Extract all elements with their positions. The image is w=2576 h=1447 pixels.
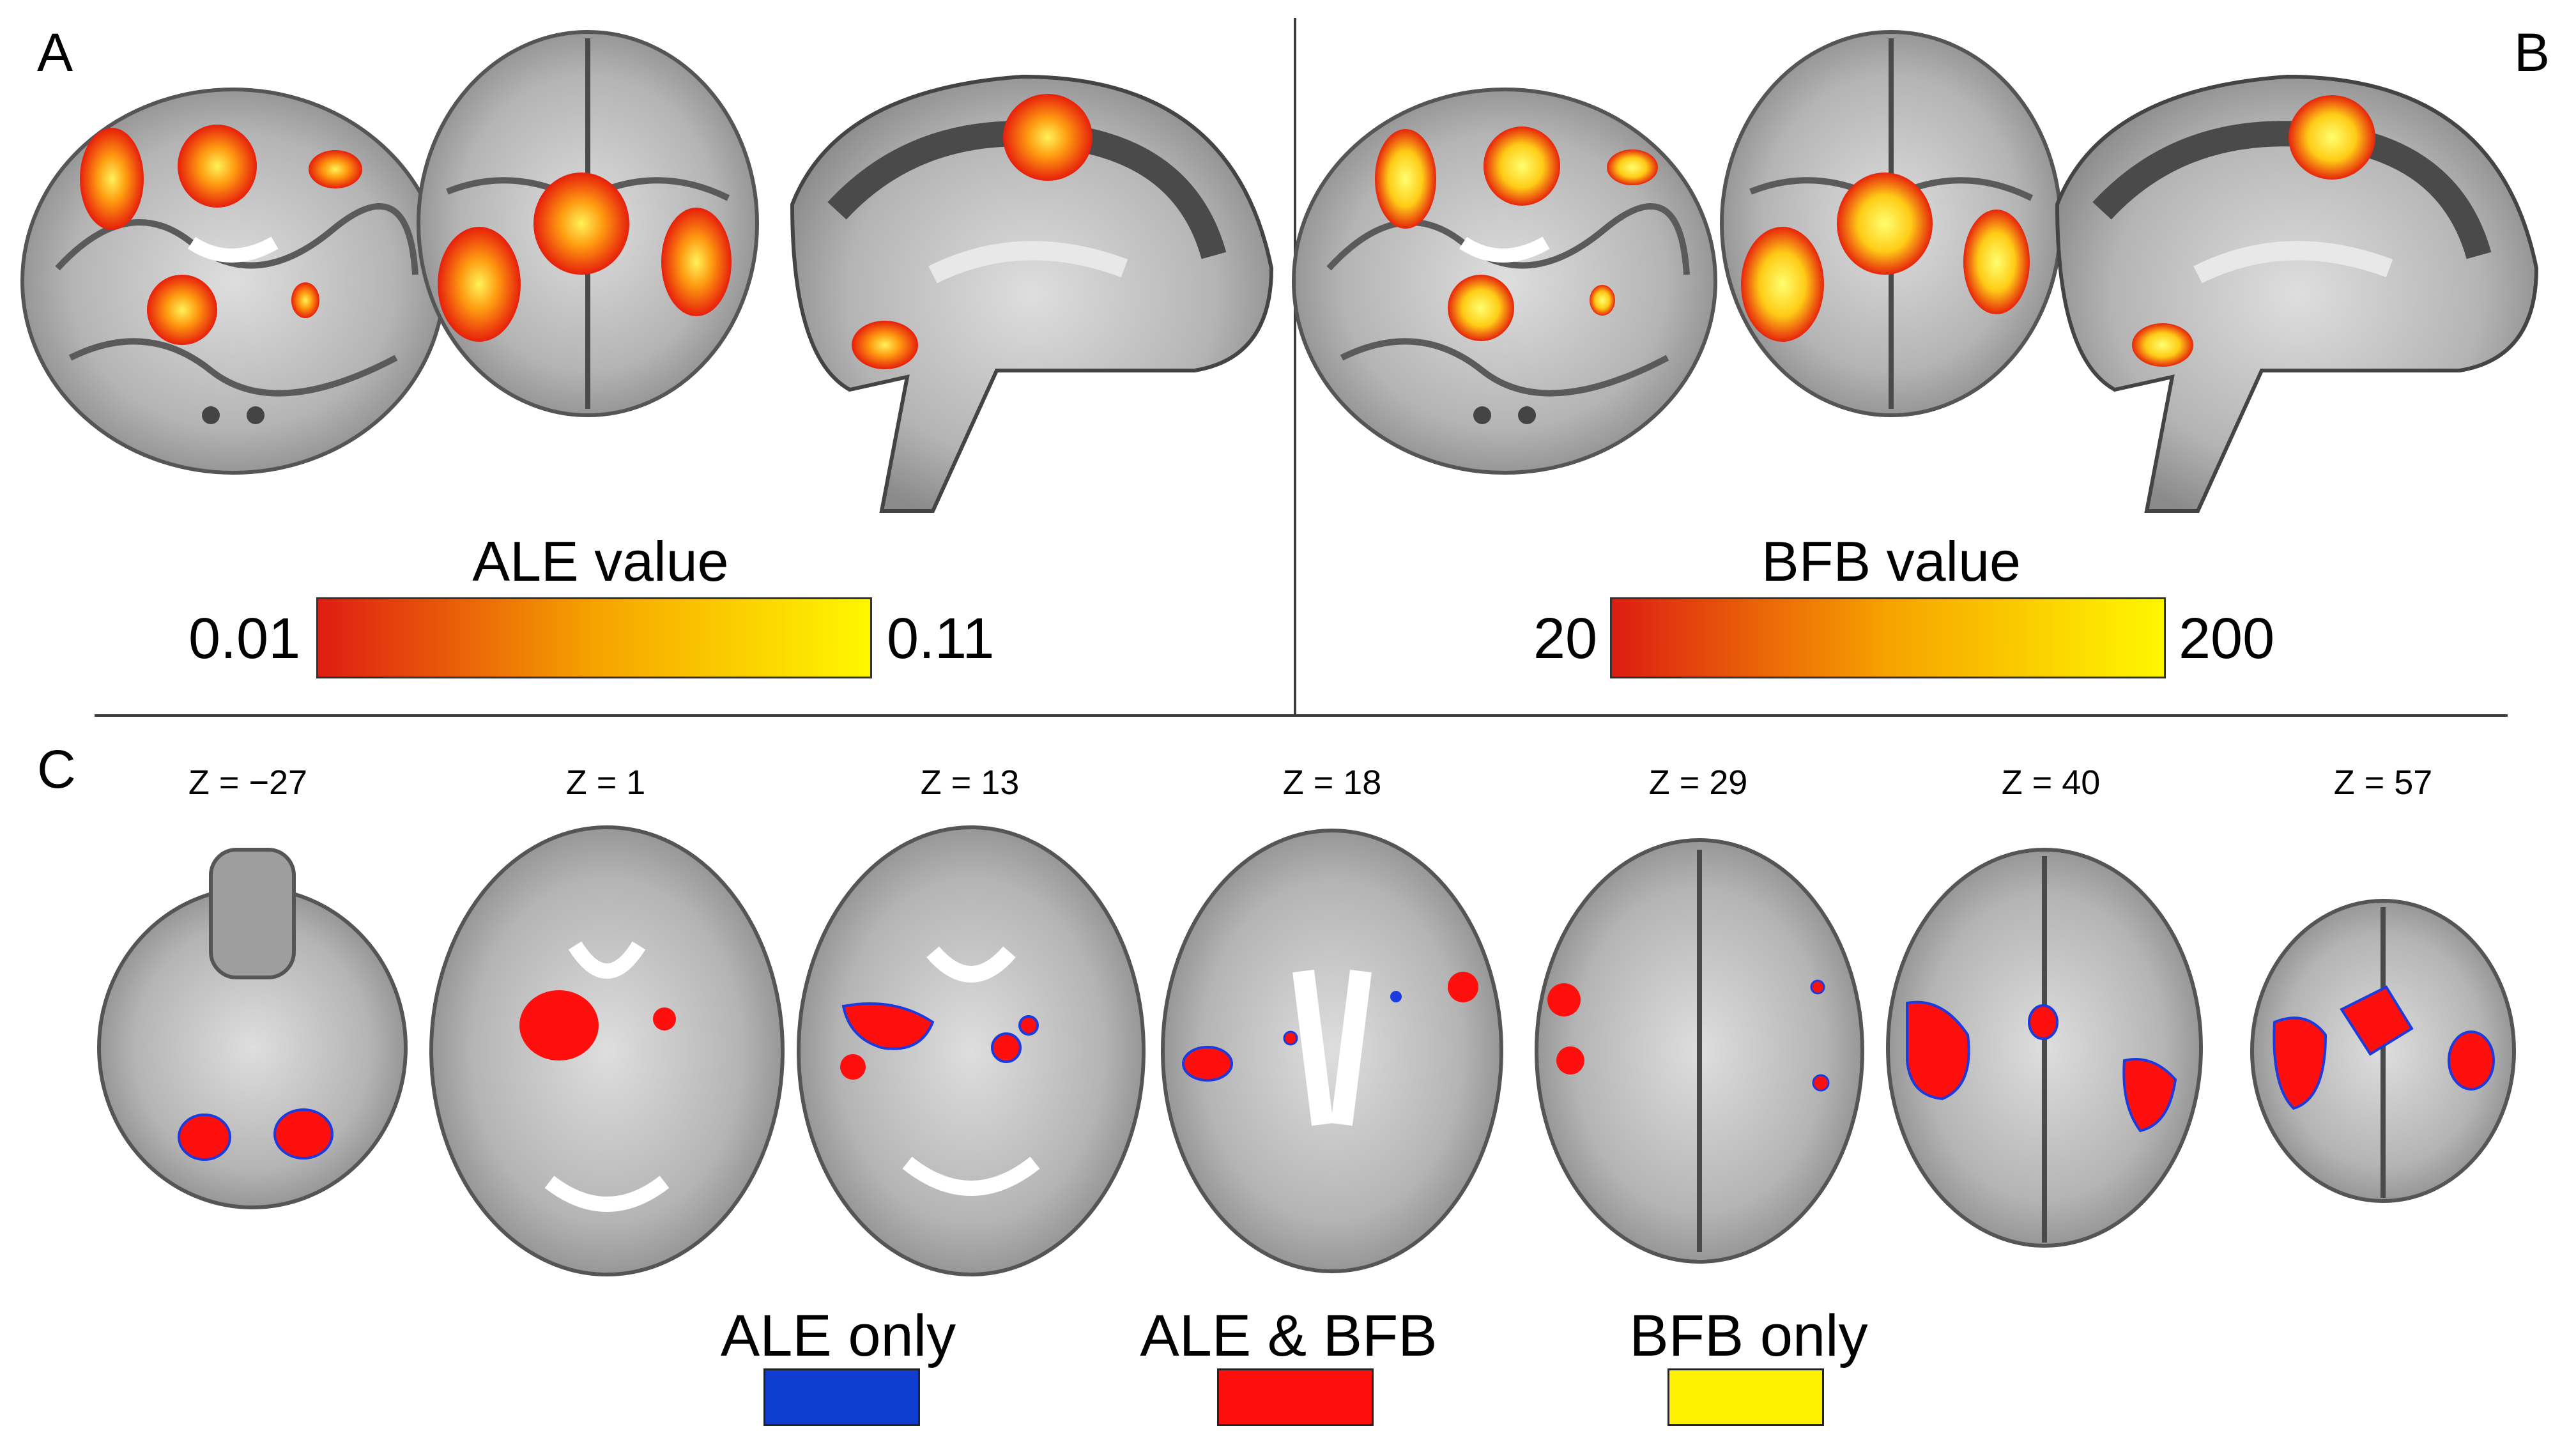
axial-slice-z-neg27 <box>97 848 408 1209</box>
bfb-colorbar-title: BFB value <box>1761 530 2021 593</box>
slice-label: Z = 1 <box>565 763 646 802</box>
axial-slice-z-40 <box>1886 848 2203 1248</box>
ale-colorbar-title: ALE value <box>472 530 729 593</box>
slice-label: Z = 40 <box>2001 763 2101 802</box>
ale-colorbar <box>316 597 872 678</box>
axial-slice-z-57 <box>2250 899 2516 1203</box>
panel-b-axial-slice <box>1720 30 2062 417</box>
legend-swatch-ale-only <box>763 1368 920 1426</box>
panel-label-a: A <box>37 22 73 82</box>
panel-a-coronal-slice <box>20 88 446 475</box>
slice-label: Z = 57 <box>2333 763 2433 802</box>
slice-label: Z = −27 <box>188 763 308 802</box>
ale-colorbar-min: 0.01 <box>188 607 301 671</box>
axial-slice-z-29 <box>1535 838 1864 1264</box>
legend-label-ale-bfb: ALE & BFB <box>1140 1303 1438 1368</box>
slice-label: Z = 13 <box>920 763 1020 802</box>
slice-label: Z = 29 <box>1648 763 1748 802</box>
legend-swatch-bfb-only <box>1667 1368 1824 1426</box>
panel-a-sagittal-slice <box>790 74 1274 513</box>
legend-label-ale-only: ALE only <box>720 1303 956 1368</box>
ale-colorbar-max: 0.11 <box>887 607 995 671</box>
bfb-colorbar <box>1610 597 2166 678</box>
legend-label-bfb-only: BFB only <box>1629 1303 1868 1368</box>
slice-label: Z = 18 <box>1282 763 1382 802</box>
legend-swatch-ale-bfb <box>1217 1368 1374 1426</box>
panel-b-sagittal-slice <box>2055 74 2539 513</box>
bfb-colorbar-min: 20 <box>1533 607 1598 671</box>
axial-slice-z-1 <box>429 825 785 1276</box>
axial-slice-z-13 <box>797 825 1146 1276</box>
panel-label-c: C <box>37 739 76 799</box>
axial-slice-z-18 <box>1161 829 1503 1273</box>
panel-label-b: B <box>2514 22 2550 82</box>
panel-a-axial-slice <box>417 30 759 417</box>
bfb-colorbar-max: 200 <box>2179 607 2275 671</box>
panel-b-coronal-slice <box>1292 88 1717 475</box>
